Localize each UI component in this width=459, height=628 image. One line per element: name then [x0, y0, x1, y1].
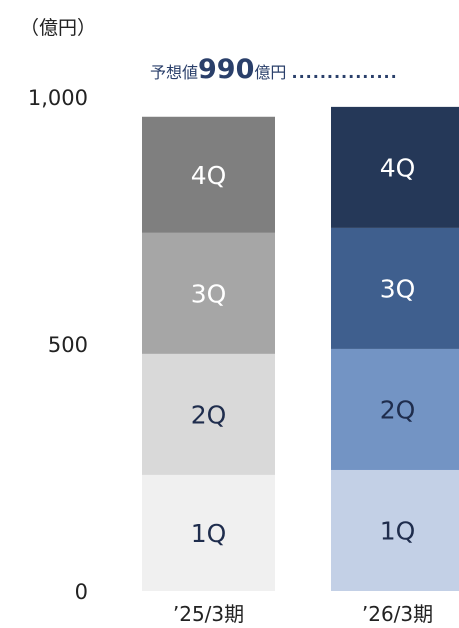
bar-segment-2q [142, 353, 275, 475]
x-category-label: ’26/3期 [362, 602, 433, 626]
forecast-prefix: 予想値 [150, 63, 199, 82]
bar-segment-1q [142, 474, 275, 591]
bar-segment-label: 4Q [380, 153, 416, 182]
bar-segment-label: 3Q [380, 274, 416, 303]
forecast-annotation: 予想値990億円 ............... [150, 54, 398, 85]
bar-segment-2q [331, 348, 459, 470]
y-tick-label: 0 [75, 580, 88, 604]
bar-segment-4q [142, 116, 275, 233]
x-category-label: ’25/3期 [173, 602, 244, 626]
forecast-value: 990 [198, 54, 255, 85]
forecast-leader-dots: ............... [291, 63, 398, 82]
y-tick-label: 1,000 [28, 86, 88, 110]
bar-segment-label: 2Q [191, 400, 227, 429]
bar-segment-label: 3Q [191, 279, 227, 308]
bar-segment-label: 2Q [380, 395, 416, 424]
unit-label: （億円） [20, 17, 97, 39]
bar-segment-3q [331, 227, 459, 349]
bar-segment-4q [331, 106, 459, 228]
y-tick-label: 500 [48, 333, 88, 357]
bar-segment-1q [331, 469, 459, 591]
bar-segment-3q [142, 232, 275, 354]
bar-segment-label: 4Q [191, 161, 227, 190]
bar-segment-label: 1Q [191, 519, 227, 548]
bar-segment-label: 1Q [380, 516, 416, 545]
forecast-suffix: 億円 [254, 63, 287, 82]
